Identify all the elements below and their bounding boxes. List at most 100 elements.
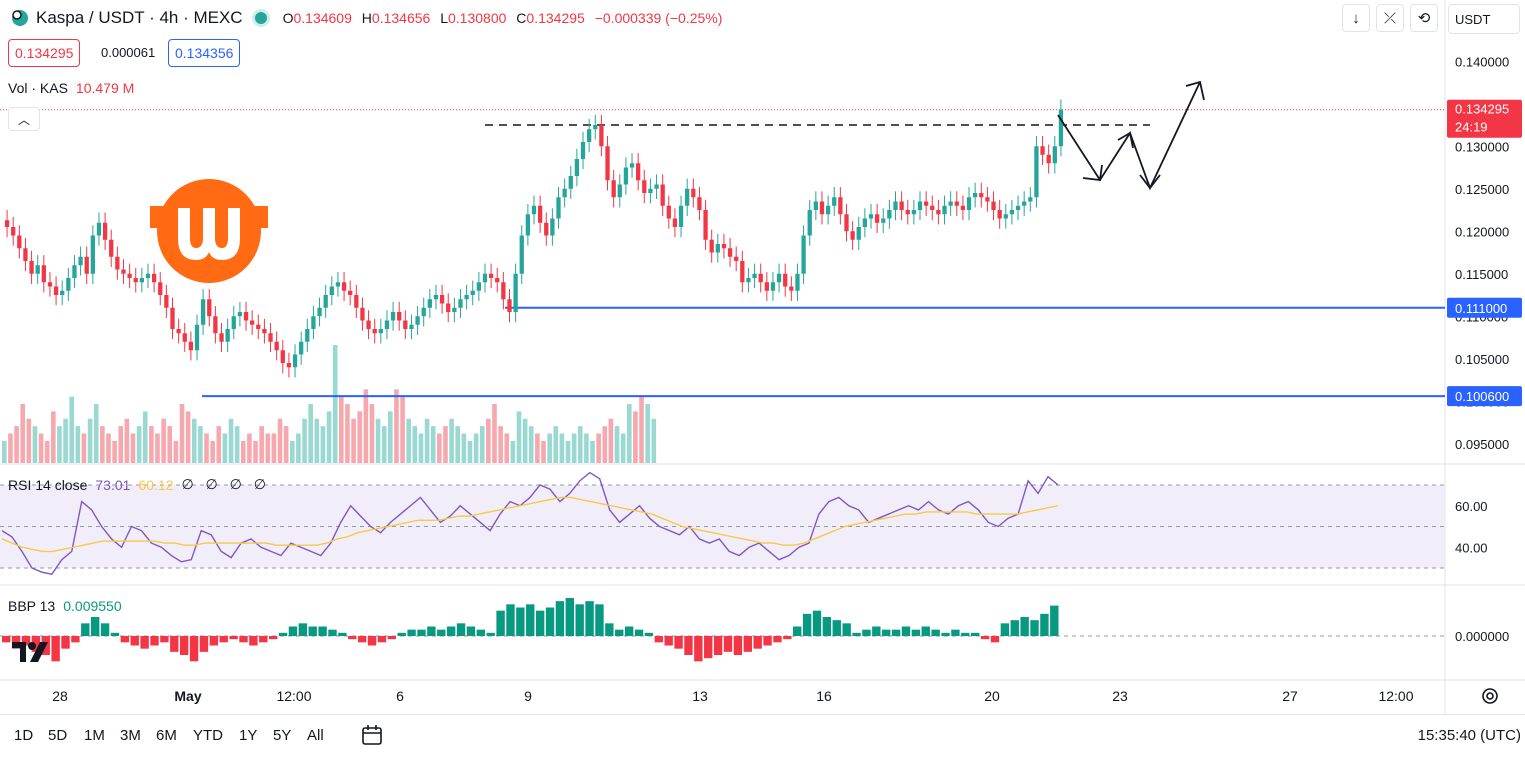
- candle-body: [366, 320, 371, 329]
- symbol-title[interactable]: Kaspa / USDT · 4h · MEXC: [36, 8, 243, 27]
- candle-body: [90, 235, 95, 274]
- projection-arrowhead-2: [1117, 131, 1134, 149]
- bbp-bar: [170, 636, 179, 652]
- candle-body: [789, 286, 794, 291]
- candle-body: [660, 184, 665, 206]
- candle-body: [807, 210, 812, 236]
- bbp-bar: [496, 610, 505, 636]
- brand-logo-icon: [150, 179, 268, 283]
- collapse-panes-button[interactable]: ⤫: [1376, 4, 1404, 32]
- bbp-bar: [980, 636, 990, 640]
- projection-arrowhead-4: [1185, 80, 1205, 101]
- bbp-bar: [81, 623, 90, 636]
- volume-bar: [332, 345, 338, 463]
- candle-body: [531, 205, 537, 215]
- candle-body: [1034, 146, 1039, 198]
- volume-bar: [430, 426, 436, 463]
- range-button-5d[interactable]: 5D: [48, 727, 68, 744]
- volume-bar: [93, 404, 99, 463]
- volume-bar: [590, 440, 595, 463]
- chart-canvas[interactable]: 0.1400000.1350000.1300000.1250000.120000…: [0, 0, 1525, 714]
- time-tick-label: May: [174, 688, 201, 704]
- projection-arrowhead-3: [1139, 174, 1161, 190]
- candle-body: [292, 354, 298, 368]
- bbp-bar: [773, 636, 782, 643]
- bbp-bar: [565, 598, 574, 636]
- bid-button[interactable]: 0.134295: [8, 39, 81, 67]
- bbp-bar: [585, 601, 594, 636]
- bbp-bar: [1030, 620, 1039, 636]
- settings-gear-icon[interactable]: [1480, 686, 1500, 706]
- currency-select[interactable]: USDT: [1448, 4, 1520, 34]
- candle-body: [476, 282, 481, 291]
- volume-bar: [473, 433, 479, 463]
- collapse-icon: ⤫: [1383, 9, 1396, 27]
- volume-bar: [626, 404, 632, 463]
- ohlc-values: O0.134609 H0.134656 L0.130800 C0.134295 …: [283, 10, 729, 26]
- candle-body: [78, 256, 83, 266]
- volume-bar: [541, 440, 546, 463]
- bbp-bar: [100, 623, 110, 636]
- range-button-6m[interactable]: 6M: [156, 727, 177, 744]
- candle-body: [727, 248, 733, 257]
- screenshot-button[interactable]: ⟲: [1410, 4, 1438, 32]
- calendar-icon[interactable]: [360, 723, 384, 747]
- collapse-legend-button[interactable]: ︿: [8, 107, 40, 131]
- volume-bar: [179, 404, 185, 463]
- candle-body: [948, 201, 953, 206]
- arrow-down-icon-button[interactable]: ↓: [1342, 4, 1370, 32]
- candle-body: [703, 210, 708, 240]
- candle-body: [323, 295, 328, 308]
- volume-bar: [338, 396, 344, 463]
- price-tick-label: 0.095000: [1455, 437, 1509, 452]
- candle-body: [311, 316, 316, 329]
- candle-body: [795, 273, 800, 291]
- candle-body: [127, 273, 132, 278]
- candle-body: [985, 197, 990, 202]
- candle-body: [666, 205, 671, 219]
- candle-body: [1015, 205, 1021, 210]
- range-button-1y[interactable]: 1Y: [239, 727, 258, 744]
- candle-body: [519, 235, 524, 274]
- volume-bar: [381, 426, 387, 463]
- bbp-bar: [486, 632, 495, 636]
- range-button-ytd[interactable]: YTD: [193, 727, 223, 744]
- candle-body: [23, 248, 28, 261]
- price-tick-label: 0.125000: [1455, 182, 1509, 197]
- candle-body: [390, 312, 396, 321]
- candle-body: [1040, 146, 1045, 155]
- bbp-bar: [783, 636, 792, 640]
- ask-button[interactable]: 0.134356: [168, 39, 241, 67]
- open-label: O: [282, 10, 294, 26]
- bbp-bar: [110, 632, 120, 636]
- range-button-all[interactable]: All: [307, 727, 324, 744]
- range-button-5y[interactable]: 5Y: [273, 727, 292, 744]
- candle-body: [482, 273, 488, 283]
- bbp-bar: [61, 636, 70, 649]
- utc-clock[interactable]: 15:35:40 (UTC): [1417, 727, 1521, 744]
- volume-bar: [161, 418, 166, 463]
- candle-body: [341, 282, 347, 291]
- bbp-bar: [377, 636, 387, 643]
- candle-body: [317, 307, 322, 317]
- volume-legend: Vol · KAS 10.479 M: [8, 80, 134, 96]
- candle-body: [115, 256, 120, 270]
- volume-bar: [424, 418, 430, 463]
- range-button-1m[interactable]: 1M: [84, 727, 105, 744]
- chevron-up-icon: ︿: [17, 112, 30, 127]
- bbp-label: BBP 13: [8, 598, 56, 614]
- bbp-bar: [862, 629, 871, 636]
- candle-body: [580, 142, 586, 159]
- volume-bar: [265, 433, 271, 463]
- candle-body: [47, 282, 53, 287]
- bbp-bar: [259, 636, 268, 643]
- range-button-1d[interactable]: 1D: [14, 727, 34, 744]
- range-button-3m[interactable]: 3M: [120, 727, 141, 744]
- bbp-bar: [348, 636, 357, 640]
- screen-icon: ⟲: [1417, 10, 1431, 27]
- projection-path[interactable]: [1057, 81, 1201, 191]
- volume-bar: [486, 418, 491, 463]
- candle-body: [305, 329, 310, 342]
- bbp-bar: [140, 636, 149, 649]
- volume-bar: [222, 433, 228, 463]
